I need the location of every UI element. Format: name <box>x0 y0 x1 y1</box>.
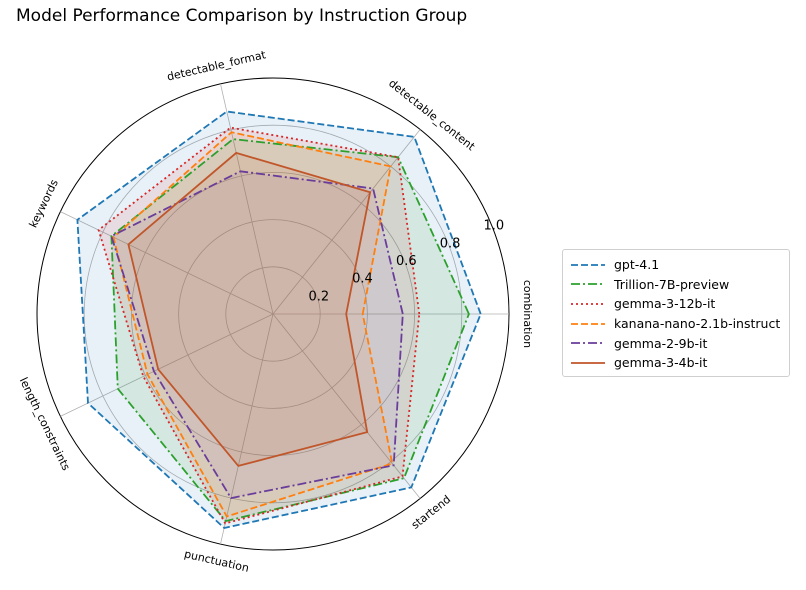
legend-swatch <box>571 322 605 325</box>
legend-item: Trillion-7B-preview <box>571 275 781 295</box>
series-line-5 <box>127 151 372 467</box>
legend-swatch <box>571 303 605 305</box>
series-fill-2 <box>98 127 420 524</box>
legend-swatch <box>571 342 605 345</box>
category-label: combination <box>521 280 534 348</box>
series-lines <box>76 110 482 529</box>
series-line-1 <box>110 138 470 523</box>
legend-label: Trillion-7B-preview <box>614 276 730 292</box>
legend-item: gemma-2-9b-it <box>571 333 781 353</box>
category-label: startend <box>409 493 453 532</box>
series-fill-0 <box>77 111 481 528</box>
radial-tick-label: 0.2 <box>308 289 329 304</box>
radial-tick-label: 1.0 <box>483 219 504 234</box>
legend-label: kanana-nano-2.1b-instruct <box>614 316 781 332</box>
spoke-gridline <box>272 313 421 499</box>
legend-item: kanana-nano-2.1b-instruct <box>571 314 781 334</box>
series-line-0 <box>76 110 482 529</box>
legend-label: gemma-3-4b-it <box>614 355 708 371</box>
legend-label: gemma-3-12b-it <box>614 296 716 312</box>
spoke-gridline <box>220 313 274 545</box>
series-fill-1 <box>111 139 469 522</box>
series-line-4 <box>110 170 404 500</box>
series-line-2 <box>97 126 421 525</box>
radial-tick-label: 0.4 <box>352 272 373 287</box>
legend: gpt-4.1 Trillion-7B-preview gemma-3-12b-it… <box>562 249 790 377</box>
legend-item: gemma-3-4b-it <box>571 353 781 373</box>
spoke-gridline <box>60 211 274 315</box>
legend-label: gpt-4.1 <box>614 257 660 273</box>
category-label: detectable_format <box>166 48 268 83</box>
radar-grid <box>36 77 510 551</box>
spoke-gridline <box>272 129 421 315</box>
category-label: punctuation <box>183 547 250 574</box>
legend-item: gpt-4.1 <box>571 255 781 275</box>
legend-item: gemma-3-12b-it <box>571 294 781 314</box>
series-fill-3 <box>113 132 393 517</box>
spoke-gridline <box>220 83 274 315</box>
series-fill-5 <box>128 152 371 466</box>
legend-swatch <box>571 263 605 266</box>
spoke-gridline <box>60 313 274 417</box>
chart-title: Model Performance Comparison by Instruct… <box>16 6 468 26</box>
radial-tick-label: 0.8 <box>440 236 461 251</box>
series-line-3 <box>112 131 394 518</box>
legend-swatch <box>571 361 605 364</box>
series-fill-4 <box>111 171 403 499</box>
legend-swatch <box>571 283 605 286</box>
radial-tick-label: 0.6 <box>396 254 417 269</box>
legend-label: gemma-2-9b-it <box>614 335 708 351</box>
series-fills <box>77 111 481 528</box>
